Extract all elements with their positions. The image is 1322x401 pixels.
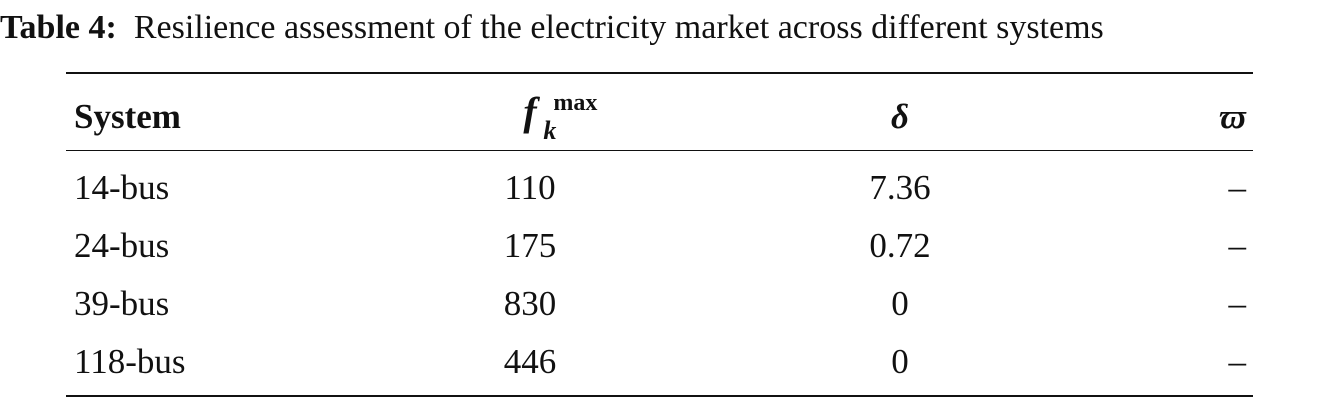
cell-omega: – bbox=[1228, 226, 1247, 265]
cell-delta: 0 bbox=[891, 284, 909, 323]
caption-text: Resilience assessment of the electricity… bbox=[133, 9, 1104, 46]
cell-omega: – bbox=[1228, 342, 1247, 381]
cell-system: 39-bus bbox=[74, 284, 170, 323]
cell-system: 14-bus bbox=[74, 168, 170, 207]
header-fmax: f max k bbox=[430, 89, 630, 145]
cell-delta: 7.36 bbox=[869, 168, 931, 207]
header-system: System bbox=[74, 97, 181, 136]
cell-system: 118-bus bbox=[74, 342, 186, 381]
header-omega: ϖ bbox=[1219, 97, 1246, 136]
header-rule bbox=[66, 150, 1253, 151]
cell-delta: 0 bbox=[891, 342, 909, 381]
header-delta: δ bbox=[891, 97, 909, 136]
cell-omega: – bbox=[1228, 168, 1247, 207]
cell-fmax: 175 bbox=[503, 226, 557, 265]
cell-fmax: 110 bbox=[504, 168, 556, 207]
cell-system: 24-bus bbox=[74, 226, 170, 265]
bottom-rule bbox=[66, 395, 1253, 397]
caption-label: Table 4: bbox=[0, 9, 117, 46]
cell-delta: 0.72 bbox=[869, 226, 931, 265]
cell-fmax: 830 bbox=[503, 284, 557, 323]
table-caption: Table 4: Resilience assessment of the el… bbox=[0, 8, 1322, 48]
cell-fmax: 446 bbox=[503, 342, 557, 381]
cell-omega: – bbox=[1228, 284, 1247, 323]
top-rule bbox=[66, 72, 1253, 74]
header-f-symbol: f max k bbox=[523, 89, 598, 145]
